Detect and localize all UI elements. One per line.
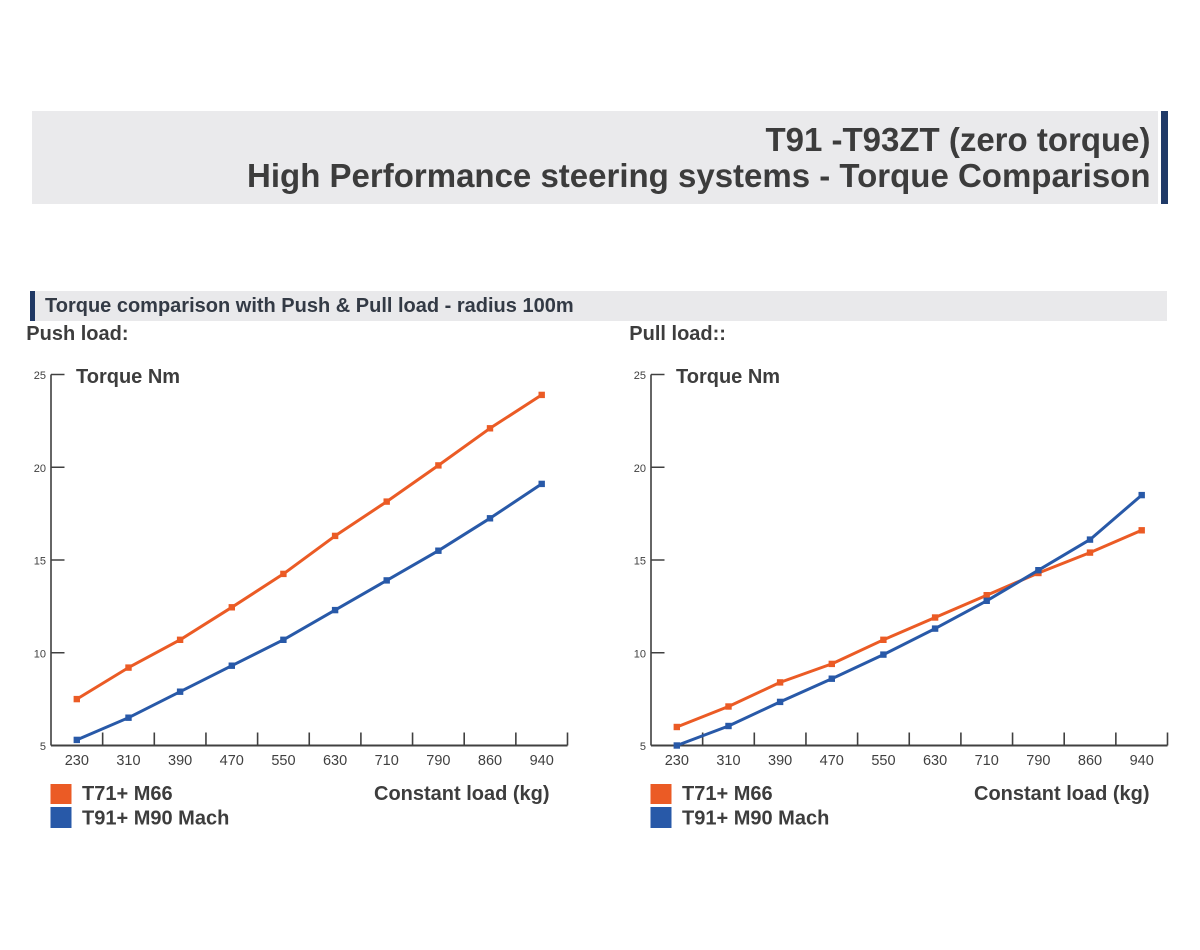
- svg-text:940: 940: [1130, 753, 1154, 769]
- svg-text:550: 550: [271, 753, 295, 769]
- svg-text:310: 310: [716, 753, 740, 769]
- svg-text:790: 790: [1026, 753, 1050, 769]
- svg-text:230: 230: [65, 753, 89, 769]
- svg-text:25: 25: [34, 370, 46, 382]
- svg-text:5: 5: [40, 741, 46, 753]
- svg-text:T71+ M66: T71+ M66: [682, 783, 773, 805]
- svg-text:5: 5: [640, 741, 646, 753]
- svg-text:550: 550: [871, 753, 895, 769]
- svg-text:10: 10: [34, 648, 46, 660]
- svg-text:Constant load (kg): Constant load (kg): [374, 783, 550, 805]
- svg-text:10: 10: [634, 648, 646, 660]
- svg-text:470: 470: [220, 753, 244, 769]
- svg-text:230: 230: [665, 753, 689, 769]
- svg-text:790: 790: [426, 753, 450, 769]
- svg-text:470: 470: [820, 753, 844, 769]
- svg-text:630: 630: [923, 753, 947, 769]
- svg-text:390: 390: [168, 753, 192, 769]
- svg-text:860: 860: [478, 753, 502, 769]
- svg-text:15: 15: [634, 556, 646, 568]
- svg-text:710: 710: [975, 753, 999, 769]
- svg-text:Constant load (kg): Constant load (kg): [974, 783, 1150, 805]
- svg-text:710: 710: [375, 753, 399, 769]
- svg-text:T91+ M90 Mach: T91+ M90 Mach: [82, 808, 229, 830]
- svg-text:20: 20: [634, 463, 646, 475]
- svg-text:T91+ M90 Mach: T91+ M90 Mach: [682, 808, 829, 830]
- svg-text:Torque Nm: Torque Nm: [76, 366, 180, 388]
- svg-text:Torque Nm: Torque Nm: [676, 366, 780, 388]
- svg-text:25: 25: [634, 370, 646, 382]
- svg-text:20: 20: [34, 463, 46, 475]
- svg-text:T71+ M66: T71+ M66: [82, 783, 173, 805]
- svg-text:860: 860: [1078, 753, 1102, 769]
- svg-text:630: 630: [323, 753, 347, 769]
- svg-text:310: 310: [116, 753, 140, 769]
- svg-text:390: 390: [768, 753, 792, 769]
- svg-text:15: 15: [34, 556, 46, 568]
- svg-text:940: 940: [530, 753, 554, 769]
